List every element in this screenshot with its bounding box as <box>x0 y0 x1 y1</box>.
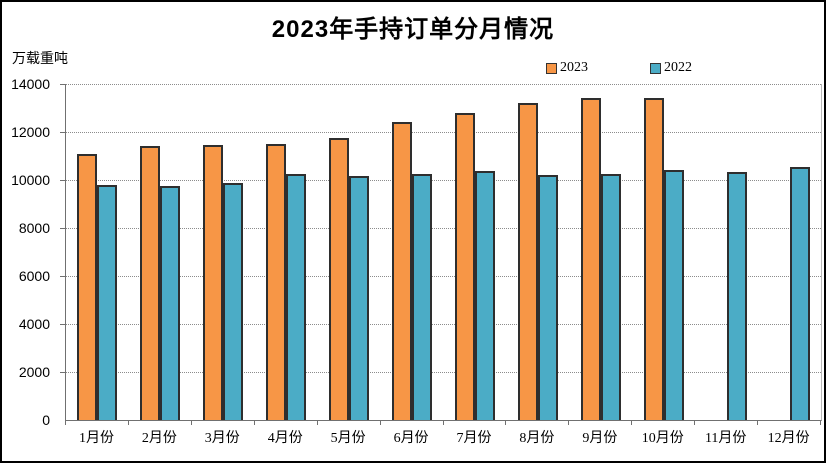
bar-2023-month-10 <box>643 98 664 420</box>
y-axis-label-4000: 4000 <box>18 316 50 332</box>
y-axis-label-12000: 12000 <box>11 124 50 140</box>
legend-swatch-2023-icon <box>546 62 557 74</box>
gridline-10000 <box>60 180 821 181</box>
bar-2022-month-4 <box>286 174 307 420</box>
x-axis-tick-marks <box>65 421 821 425</box>
y-axis-tick-mark <box>60 132 65 133</box>
x-axis-tick-mark <box>694 421 696 425</box>
x-axis-tick-mark <box>442 421 444 425</box>
bar-2022-month-1 <box>97 184 118 420</box>
plot-area <box>60 84 822 421</box>
x-axis-label-month-10: 10月份 <box>641 431 684 446</box>
legend-label-2022: 2022 <box>664 60 692 75</box>
category-9 <box>569 84 632 420</box>
bar-2023-month-9 <box>580 98 601 420</box>
bar-2022-month-9 <box>600 174 621 420</box>
bar-2022-month-11 <box>726 172 747 420</box>
gridline-2000 <box>60 372 821 373</box>
category-4 <box>255 84 318 420</box>
x-axis-tick-mark <box>316 421 318 425</box>
x-axis-label-month-2: 2月份 <box>141 431 177 446</box>
legend: 2023 2022 <box>546 60 692 76</box>
y-axis-tick-mark <box>60 276 65 277</box>
gridline-12000 <box>60 132 821 133</box>
bar-2022-month-7 <box>474 171 495 420</box>
bar-2023-month-7 <box>454 112 475 420</box>
bar-2023-month-4 <box>266 144 287 420</box>
y-axis-tick-mark <box>60 372 65 373</box>
legend-item-2023: 2023 <box>546 60 588 76</box>
x-axis-category-labels: 1月份 2月份 3月份 4月份 5月份 6月份 7月份 8月份 9月份 10月份 11月份 12月份 <box>65 427 820 449</box>
bar-2022-month-12 <box>789 166 810 420</box>
y-axis-label-2000: 2000 <box>18 364 50 380</box>
x-axis-label-month-3: 3月份 <box>204 431 240 446</box>
legend-label-2023: 2023 <box>560 60 588 75</box>
bar-2023-month-8 <box>517 103 538 420</box>
chart-title: 2023年手持订单分月情况 <box>271 16 555 43</box>
category-7 <box>444 84 507 420</box>
y-axis-tick-mark <box>60 180 65 181</box>
y-axis-tick-mark <box>60 324 65 325</box>
bar-2022-month-2 <box>160 185 181 420</box>
x-axis-tick-mark <box>505 421 507 425</box>
x-axis-tick-mark <box>757 421 759 425</box>
x-axis-tick-mark <box>820 421 821 425</box>
y-axis-label-6000: 6000 <box>18 268 50 284</box>
bar-2022-month-10 <box>663 169 684 420</box>
x-axis-tick-mark <box>65 421 66 425</box>
x-axis-label-month-1: 1月份 <box>78 431 114 446</box>
category-2 <box>129 84 192 420</box>
x-axis-label-month-6: 6月份 <box>393 431 429 446</box>
x-axis-label-month-4: 4月份 <box>267 431 303 446</box>
y-axis-label-0: 0 <box>42 412 50 428</box>
x-axis-label-month-12: 12月份 <box>767 431 810 446</box>
category-1 <box>66 84 129 420</box>
category-6 <box>381 84 444 420</box>
x-axis-label-month-5: 5月份 <box>330 431 366 446</box>
y-axis-tick-labels: 0 2000 4000 6000 8000 10000 12000 14000 <box>0 76 57 428</box>
y-axis-unit-label: 万载重吨 <box>12 52 68 67</box>
y-axis-label-10000: 10000 <box>11 172 50 188</box>
legend-item-2022: 2022 <box>650 60 692 76</box>
bar-2023-month-1 <box>77 153 98 420</box>
category-10 <box>632 84 695 420</box>
gridline-8000 <box>60 228 821 229</box>
x-axis-tick-mark <box>253 421 255 425</box>
x-axis-tick-mark <box>127 421 129 425</box>
category-3 <box>192 84 255 420</box>
gridline-6000 <box>60 276 821 277</box>
gridline-4000 <box>60 324 821 325</box>
bar-2023-month-5 <box>329 138 350 420</box>
bar-2022-month-8 <box>537 175 558 420</box>
bar-2023-month-2 <box>140 146 161 420</box>
x-axis-tick-mark <box>631 421 633 425</box>
bar-2023-month-6 <box>392 122 413 420</box>
bar-2022-month-5 <box>349 175 370 420</box>
legend-swatch-2022-icon <box>650 62 661 74</box>
y-axis-label-8000: 8000 <box>18 220 50 236</box>
bar-2023-month-3 <box>203 145 224 420</box>
gridline-14000 <box>60 84 821 85</box>
bar-2022-month-3 <box>223 183 244 420</box>
x-axis-tick-mark <box>190 421 192 425</box>
y-axis-tick-mark <box>60 228 65 229</box>
x-axis-tick-mark <box>379 421 381 425</box>
y-axis-label-14000: 14000 <box>11 76 50 92</box>
category-8 <box>506 84 569 420</box>
x-axis-label-month-7: 7月份 <box>456 431 492 446</box>
x-axis-label-month-9: 9月份 <box>582 431 618 446</box>
category-11 <box>695 84 758 420</box>
category-12 <box>758 84 821 420</box>
bar-2022-month-6 <box>412 173 433 420</box>
y-axis-tick-mark <box>60 84 65 85</box>
x-axis-label-month-8: 8月份 <box>519 431 555 446</box>
x-axis-tick-mark <box>568 421 570 425</box>
bar-series-container <box>66 84 821 420</box>
category-5 <box>318 84 381 420</box>
x-axis-label-month-11: 11月份 <box>704 431 747 446</box>
